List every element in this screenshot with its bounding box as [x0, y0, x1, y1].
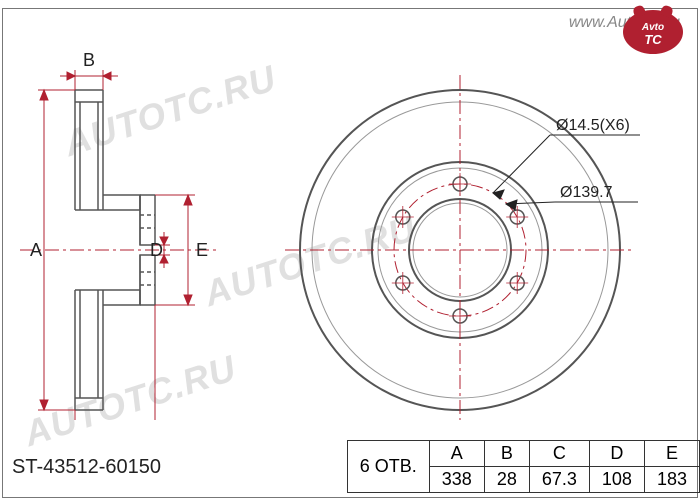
label-a: A [30, 240, 42, 260]
callout-pcd: Ø139.7 [560, 184, 613, 201]
cell: 338 [429, 467, 484, 493]
canvas: AUTOTC.RU AUTOTC.RU AUTOTC.RU www.AutoTC… [0, 0, 700, 501]
part-number: ST-43512-60150 [12, 456, 161, 479]
col-header: C [529, 441, 589, 467]
label-b: B [83, 50, 95, 70]
col-header: E [644, 441, 699, 467]
col-header: B [484, 441, 529, 467]
callout-bolt: Ø14.5(X6) [556, 117, 630, 134]
label-e: E [196, 240, 208, 260]
dimension-table: 6 ОТВ. A B C D E 338 28 67.3 108 183 [347, 440, 700, 493]
cell: 28 [484, 467, 529, 493]
col-header: D [589, 441, 644, 467]
label-d: D [150, 240, 163, 260]
cell: 108 [589, 467, 644, 493]
col-header: A [429, 441, 484, 467]
cell: 67.3 [529, 467, 589, 493]
table-row: 6 ОТВ. A B C D E [347, 441, 699, 467]
holes-cell: 6 ОТВ. [347, 441, 429, 493]
cell: 183 [644, 467, 699, 493]
front-view: Ø14.5(X6) Ø139.7 [260, 40, 660, 420]
side-view: A B C [20, 40, 220, 420]
